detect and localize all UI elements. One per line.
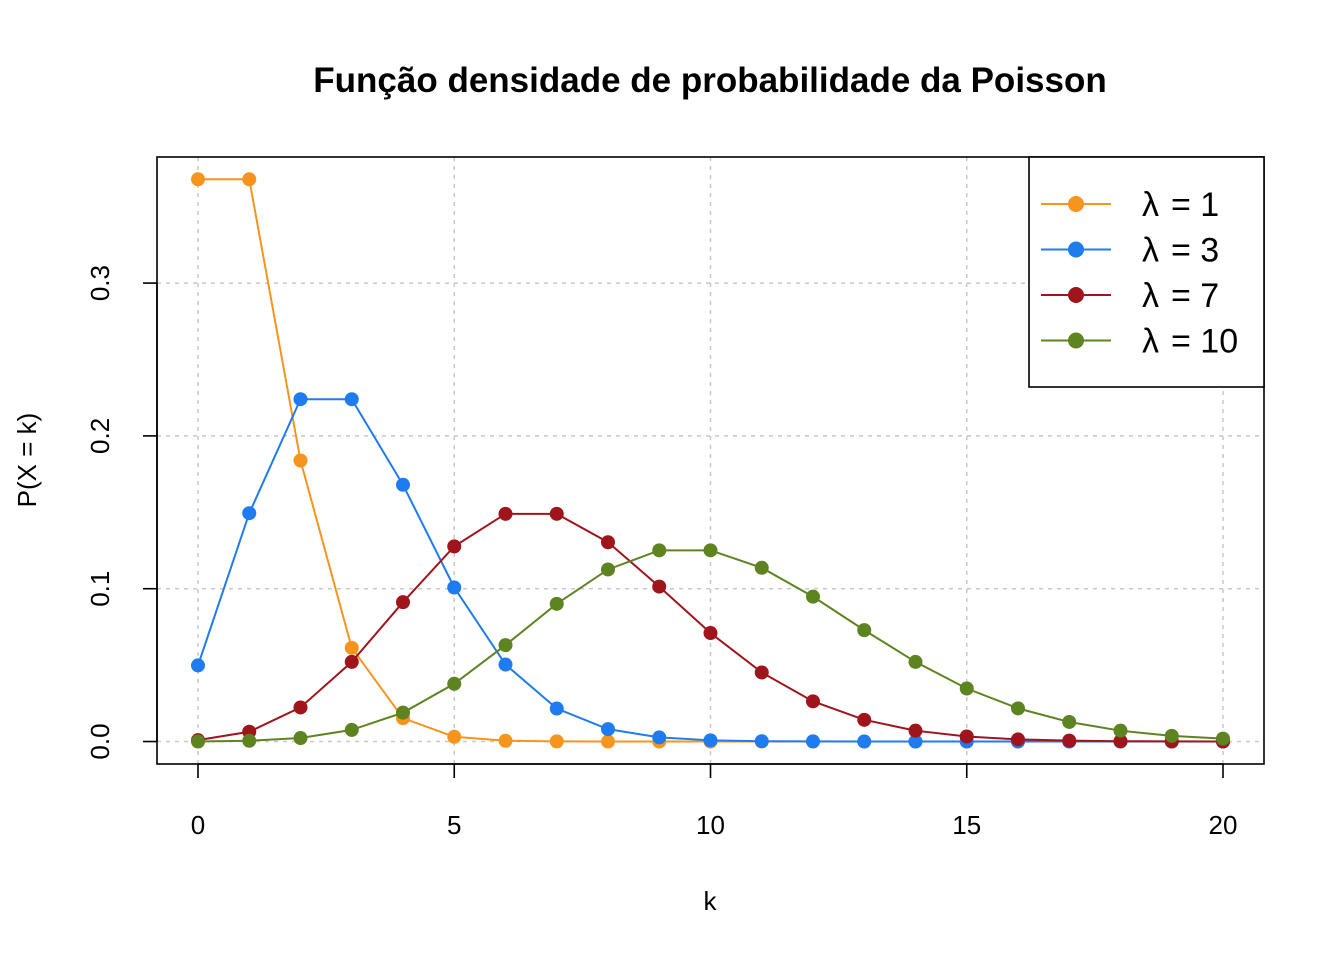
legend-label: = 3 <box>1171 232 1219 270</box>
data-point <box>396 705 410 720</box>
legend-box <box>1028 156 1265 388</box>
data-point <box>344 722 359 737</box>
data-point <box>498 638 513 653</box>
data-point <box>191 658 205 673</box>
data-point <box>447 729 462 744</box>
data-point <box>1011 701 1025 716</box>
x-tick-label: 10 <box>696 810 725 840</box>
series-3 <box>191 543 1230 749</box>
data-point <box>1011 732 1025 747</box>
data-point <box>601 722 615 737</box>
data-point <box>447 580 462 595</box>
data-point <box>754 734 769 749</box>
data-point <box>703 626 718 641</box>
data-point <box>806 734 820 749</box>
legend-label: = 7 <box>1171 277 1219 315</box>
legend-lambda-symbol: λ <box>1142 277 1159 315</box>
data-point <box>754 665 769 680</box>
data-point <box>601 535 615 550</box>
data-point <box>242 733 257 748</box>
data-point <box>806 589 820 604</box>
y-tick-label: 0.1 <box>85 571 115 607</box>
legend-lambda-symbol: λ <box>1142 323 1159 361</box>
data-point <box>1113 734 1128 749</box>
data-point <box>806 694 820 709</box>
data-point <box>549 596 564 611</box>
legend-lambda-symbol: λ <box>1142 232 1159 270</box>
data-point <box>242 506 257 521</box>
data-point <box>344 654 359 669</box>
legend-marker <box>1068 332 1084 349</box>
data-point <box>1062 714 1077 729</box>
x-tick-label: 20 <box>1209 810 1238 840</box>
data-point <box>242 172 257 187</box>
legend-entry: λ = 10 <box>1041 323 1238 361</box>
legend-entry: λ = 7 <box>1041 277 1219 315</box>
data-point <box>1062 733 1077 748</box>
data-point <box>754 560 769 575</box>
legend-marker <box>1068 196 1084 212</box>
data-point <box>652 579 667 594</box>
data-point <box>396 477 410 492</box>
data-point <box>447 539 462 554</box>
data-point <box>908 723 923 738</box>
data-point <box>601 734 615 749</box>
data-point <box>703 543 718 558</box>
y-tick-label: 0.2 <box>85 418 115 454</box>
data-point <box>652 730 667 745</box>
y-axis: 0.0 0.1 0.2 0.3 <box>85 265 158 760</box>
x-axis: 0 5 10 15 20 <box>191 763 1238 840</box>
x-tick-label: 5 <box>447 810 461 840</box>
data-point <box>191 734 205 749</box>
data-point <box>1113 723 1128 738</box>
data-point <box>857 623 872 638</box>
data-point <box>703 733 718 748</box>
data-point <box>959 681 974 696</box>
data-point <box>908 654 923 669</box>
data-point <box>498 506 513 521</box>
data-point <box>652 543 667 558</box>
legend-entry: λ = 3 <box>1041 232 1219 270</box>
data-point <box>396 595 410 610</box>
legend-entry: λ = 1 <box>1041 186 1219 224</box>
data-point <box>549 701 564 716</box>
data-point <box>293 453 308 468</box>
legend-marker <box>1068 241 1084 258</box>
x-axis-label: k <box>704 886 718 916</box>
y-tick-label: 0.3 <box>85 265 115 301</box>
data-point <box>1164 728 1179 743</box>
series-layer <box>191 172 1230 749</box>
legend-label: = 10 <box>1171 323 1238 361</box>
x-tick-label: 15 <box>952 810 981 840</box>
data-point <box>549 506 564 521</box>
chart-title: Função densidade de probabilidade da Poi… <box>313 61 1106 100</box>
data-point <box>857 712 872 727</box>
data-point <box>498 657 513 672</box>
data-point <box>549 734 564 749</box>
data-point <box>293 700 308 715</box>
data-point <box>344 640 359 655</box>
data-point <box>908 734 923 749</box>
data-point <box>344 392 359 407</box>
data-point <box>447 676 462 691</box>
data-point <box>857 734 872 749</box>
legend-label: = 1 <box>1171 186 1219 224</box>
data-point <box>498 733 513 748</box>
data-point <box>959 729 974 744</box>
y-tick-label: 0.0 <box>85 723 115 759</box>
legend-marker <box>1068 287 1084 303</box>
data-point <box>293 731 308 746</box>
y-axis-label: P(X = k) <box>12 413 42 508</box>
data-point <box>1216 731 1230 746</box>
data-point <box>191 172 205 187</box>
legend-lambda-symbol: λ <box>1142 186 1159 224</box>
data-point <box>601 562 615 577</box>
data-point <box>293 392 308 407</box>
legend: λ = 1 λ = 3 λ = 7 λ = 10 <box>1028 156 1265 388</box>
x-tick-label: 0 <box>191 810 205 840</box>
